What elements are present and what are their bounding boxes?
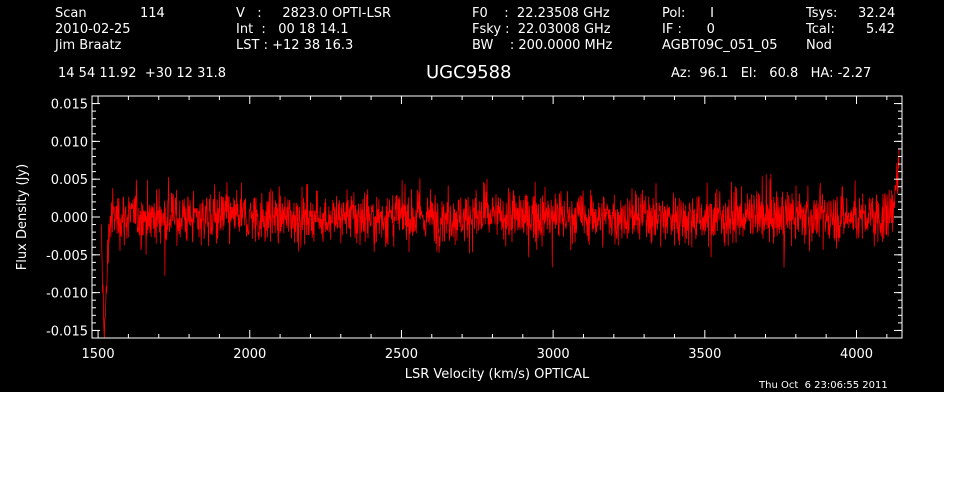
lst-readout: LST : +12 38 16.3 bbox=[236, 38, 354, 53]
y-tick-label: 0.010 bbox=[51, 135, 88, 150]
pointing-readout: Az: 96.1 El: 60.8 HA: -2.27 bbox=[671, 66, 872, 81]
bandwidth: BW : 200.0000 MHz bbox=[472, 38, 613, 53]
y-tick-label: -0.005 bbox=[46, 249, 88, 264]
x-axis-label: LSR Velocity (km/s) OPTICAL bbox=[405, 367, 590, 382]
x-tick-label: 2000 bbox=[233, 347, 266, 362]
scan-number: 114 bbox=[140, 6, 165, 21]
y-tick-label: 0.005 bbox=[51, 173, 88, 188]
tcal-value: 5.42 bbox=[866, 22, 895, 37]
plot-panel: Scan 114 2010-02-25 Jim Braatz V : 2823.… bbox=[0, 0, 944, 392]
source-name: UGC9588 bbox=[426, 62, 512, 83]
spectrum-trace bbox=[100, 148, 900, 339]
rest-frequency: F0 : 22.23508 GHz bbox=[472, 6, 610, 21]
y-tick-label: -0.010 bbox=[46, 287, 88, 302]
observing-mode: Nod bbox=[806, 38, 832, 53]
velocity-readout: V : 2823.0 OPTI-LSR bbox=[236, 6, 392, 21]
y-tick-label: 0.000 bbox=[51, 211, 88, 226]
y-tick-label: 0.015 bbox=[51, 98, 88, 113]
y-axis-label: Flux Density (Jy) bbox=[15, 164, 30, 270]
x-tick-label: 2500 bbox=[385, 347, 418, 362]
observer-name: Jim Braatz bbox=[55, 38, 122, 53]
scan-label: Scan bbox=[55, 6, 87, 21]
x-tick-label: 1500 bbox=[82, 347, 115, 362]
tsys-value: 32.24 bbox=[858, 6, 896, 21]
x-tick-label: 4000 bbox=[840, 347, 873, 362]
project-id: AGBT09C_051_05 bbox=[662, 38, 778, 53]
tcal-label: Tcal: bbox=[806, 22, 835, 37]
observation-date: 2010-02-25 bbox=[55, 22, 131, 37]
integration-time: Int : 00 18 14.1 bbox=[236, 22, 349, 37]
plot-timestamp: Thu Oct 6 23:06:55 2011 bbox=[759, 380, 888, 391]
x-tick-label: 3000 bbox=[537, 347, 570, 362]
source-coordinates: 14 54 11.92 +30 12 31.8 bbox=[58, 66, 227, 81]
x-tick-label: 3500 bbox=[688, 347, 721, 362]
polarization: Pol: I bbox=[662, 6, 714, 21]
if-number: IF : 0 bbox=[662, 22, 715, 37]
spectrum-chart: 1500 2000 2500 3000 3500 4000 -0.015 -0.010 -0.0… bbox=[15, 95, 903, 382]
sky-frequency: Fsky : 22.03008 GHz bbox=[472, 22, 611, 37]
tsys-label: Tsys: bbox=[806, 6, 838, 21]
y-tick-label: -0.015 bbox=[46, 324, 88, 339]
